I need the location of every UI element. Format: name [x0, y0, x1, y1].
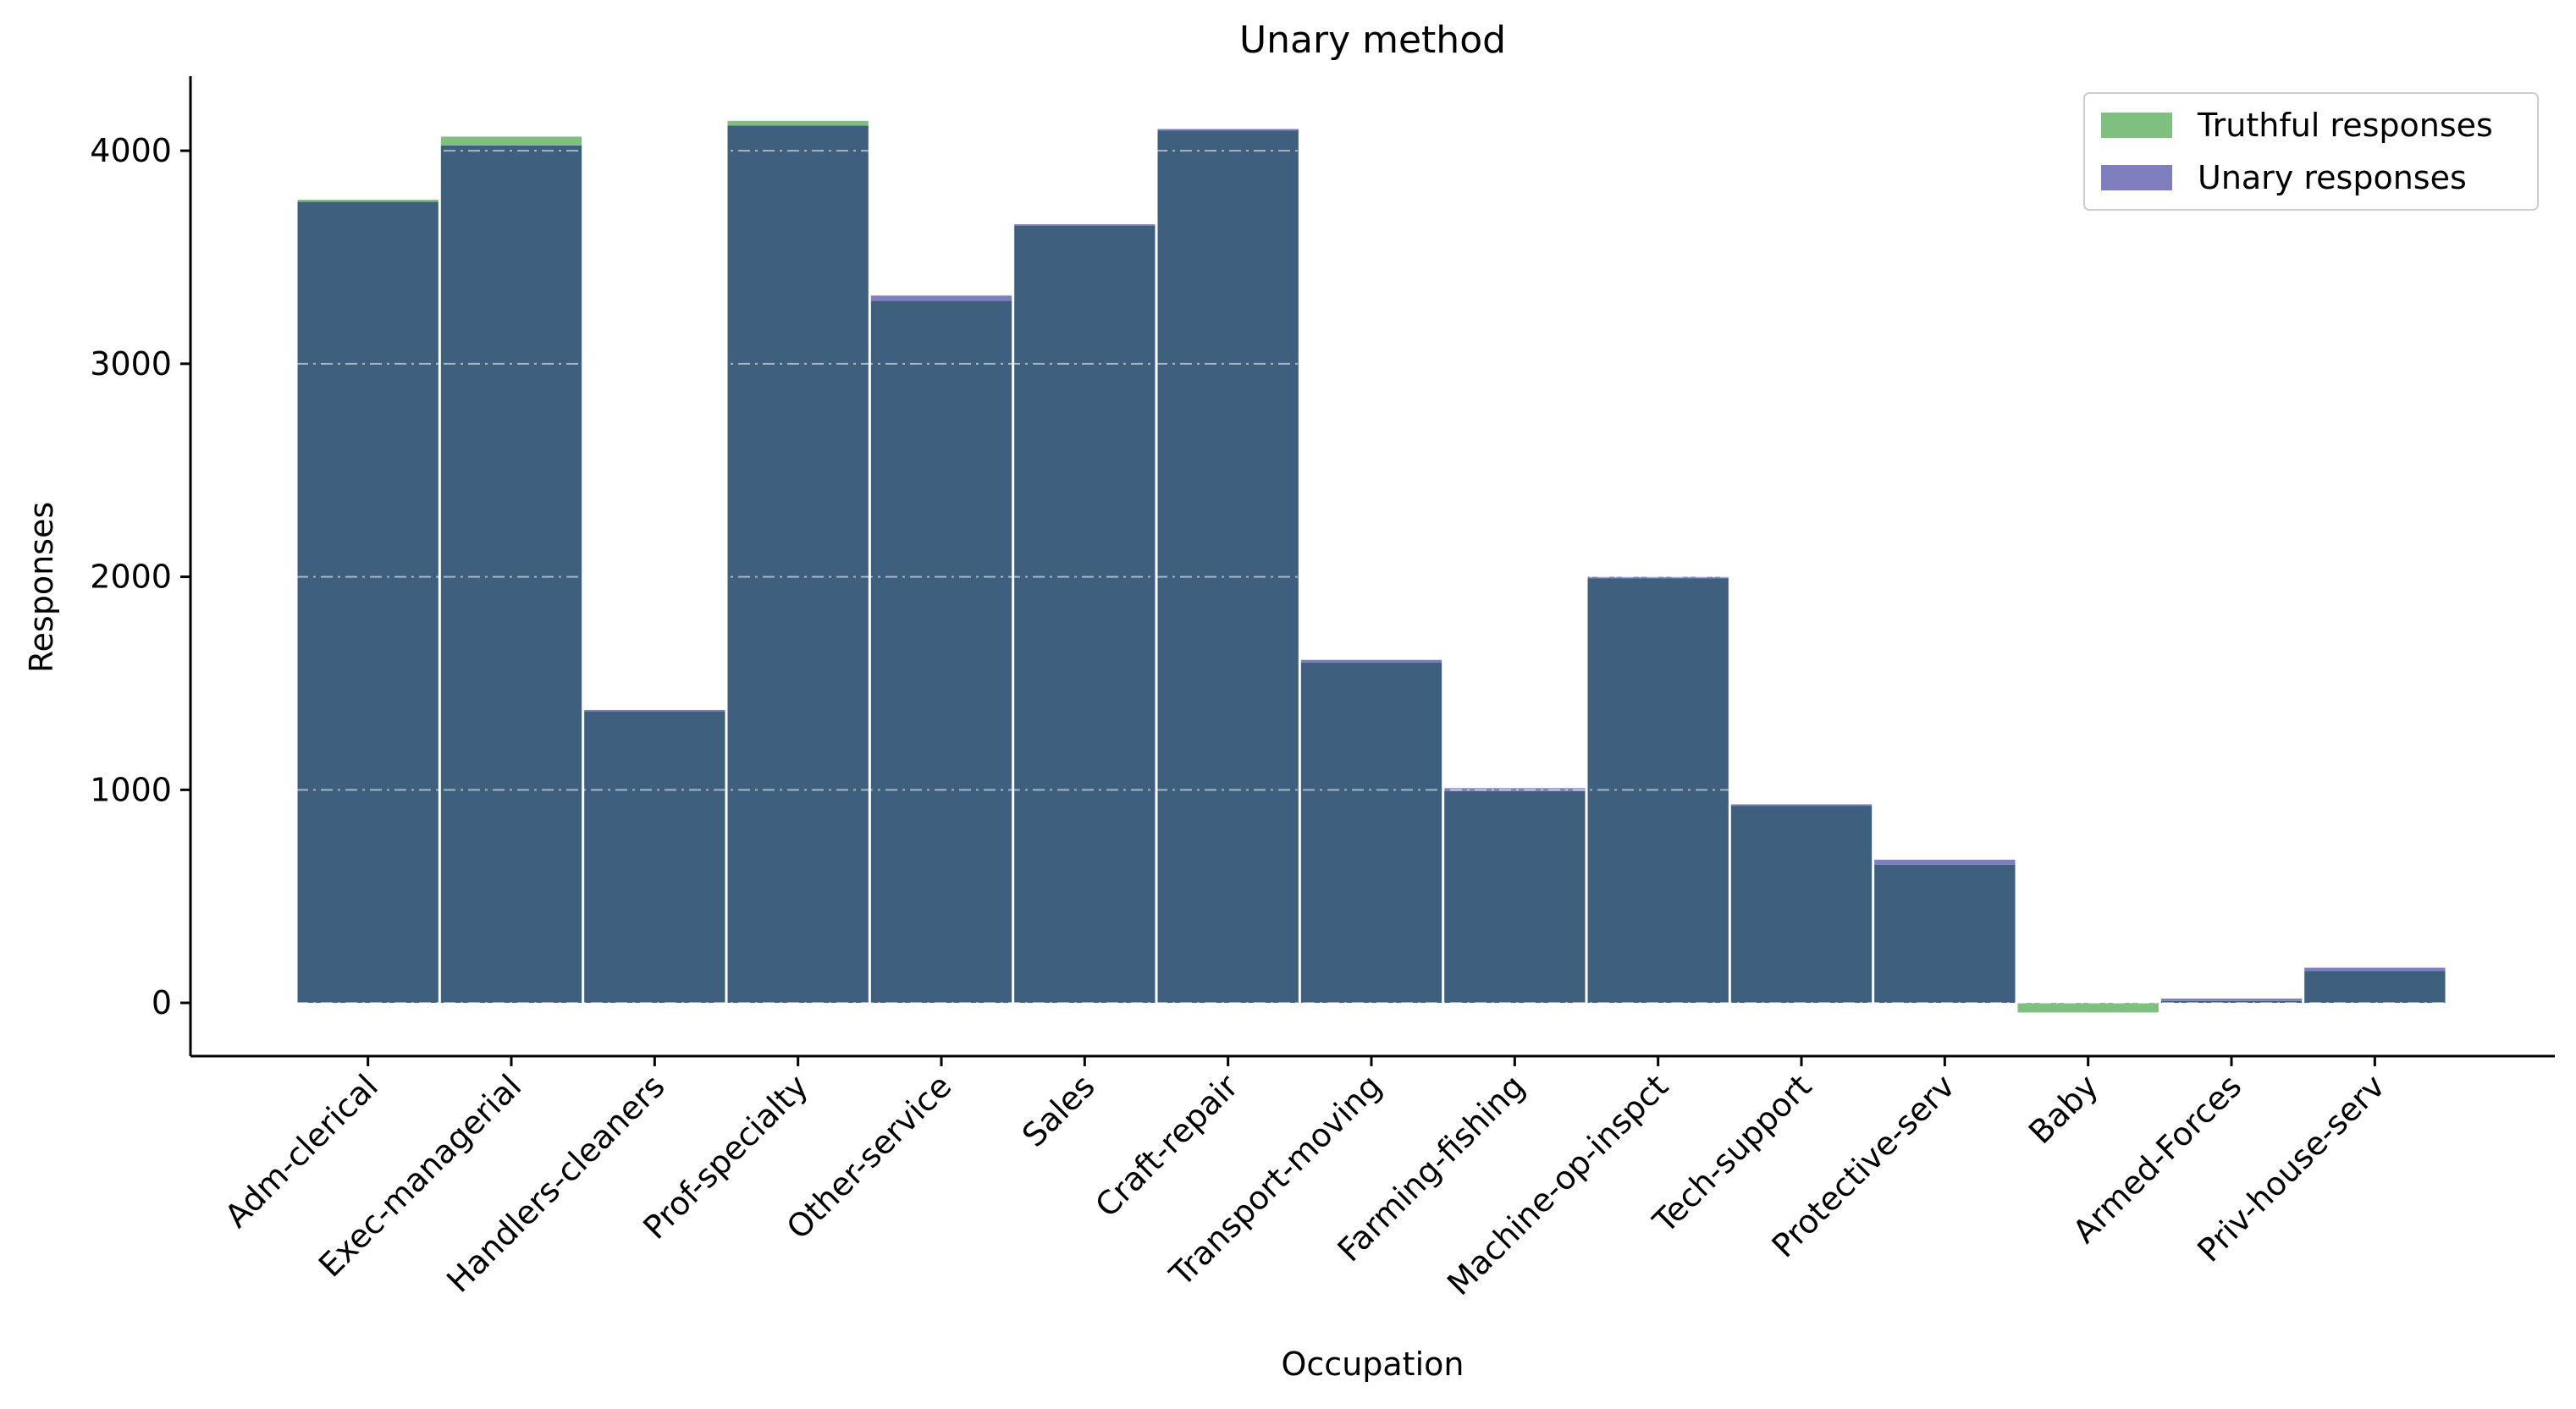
bar-unary-excess — [1874, 859, 2016, 865]
legend-label-unary: Unary responses — [2198, 159, 2467, 196]
legend: Truthful responses Unary responses — [2083, 92, 2539, 211]
y-tick-label: 2000 — [90, 559, 172, 596]
bar-unary-excess — [1157, 129, 1299, 131]
bar-truthful-excess — [440, 136, 582, 146]
legend-swatch-unary — [2101, 165, 2172, 190]
chart-title: Unary method — [1239, 19, 1506, 62]
bar-unary-excess — [1730, 804, 1873, 806]
bar-overlap — [727, 125, 869, 1004]
bar-overlap — [440, 145, 582, 1004]
y-tick-label: 3000 — [90, 345, 172, 383]
bar-overlap — [1014, 225, 1156, 1004]
bar-unary-excess — [2304, 967, 2446, 971]
bar-overlap — [1874, 864, 2016, 1004]
bar-overlap — [584, 711, 725, 1004]
bar-unary-excess — [1014, 223, 1156, 226]
legend-label-truthful: Truthful responses — [2197, 107, 2493, 144]
bar-unary-excess — [2160, 999, 2303, 1001]
bar-overlap — [1157, 129, 1299, 1004]
bar-unary-excess — [1444, 788, 1586, 791]
bar-overlap — [2304, 971, 2446, 1004]
grid-lines — [296, 150, 2446, 1004]
bar-overlap — [1300, 663, 1442, 1004]
x-tick-label: Craft-repair — [1088, 1067, 1245, 1225]
x-tick-label: Baby — [2022, 1067, 2105, 1151]
bar-overlap — [1730, 805, 1873, 1004]
bar-overlap — [870, 300, 1012, 1004]
bar-overlap — [1444, 790, 1586, 1004]
legend-box — [2083, 92, 2539, 211]
x-axis-label: Occupation — [1282, 1346, 1465, 1383]
bar-truthful-excess — [297, 200, 439, 202]
legend-swatch-truthful — [2101, 113, 2172, 138]
y-tick-label: 0 — [152, 984, 172, 1021]
y-axis-label: Responses — [23, 502, 60, 673]
y-tick-label: 4000 — [90, 132, 172, 169]
bar-overlap — [297, 201, 439, 1004]
bar-unary-excess — [584, 709, 725, 712]
bars — [297, 120, 2446, 1013]
bar-truthful-excess — [727, 120, 869, 126]
bar-unary-excess — [870, 295, 1012, 301]
x-tick-label: Sales — [1015, 1067, 1102, 1154]
y-tick-label: 1000 — [90, 771, 172, 808]
bar-truthful-excess — [2017, 1003, 2159, 1013]
bar-unary-excess — [1300, 659, 1442, 663]
bar-overlap — [2160, 1000, 2303, 1004]
